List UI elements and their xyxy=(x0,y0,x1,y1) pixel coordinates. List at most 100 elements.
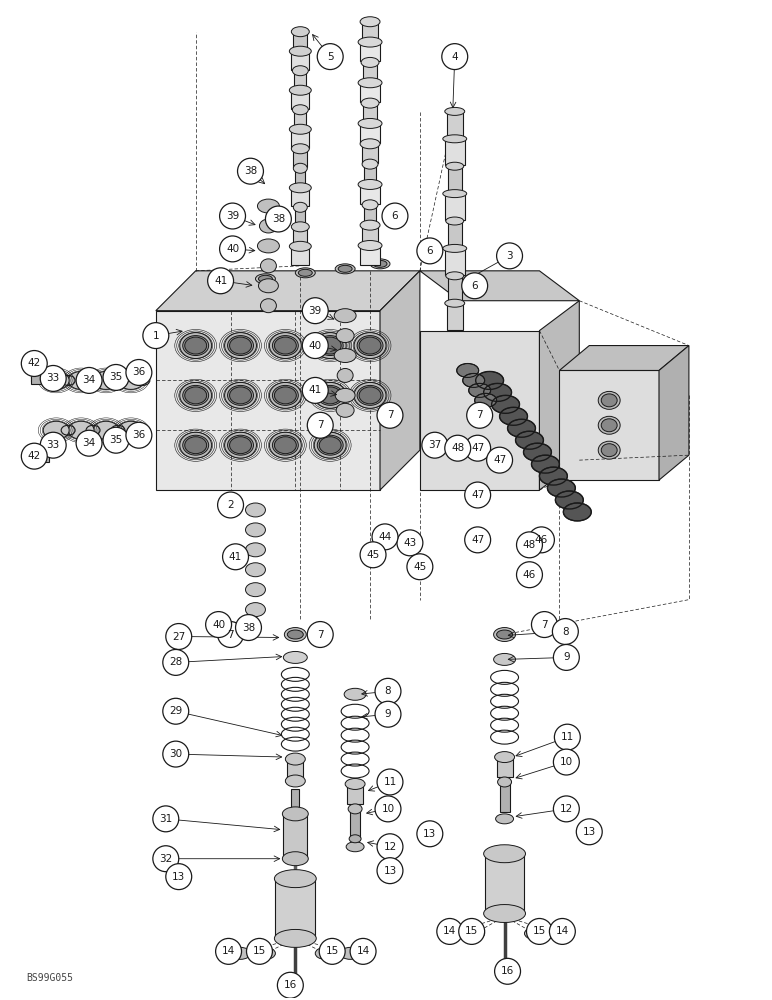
Bar xyxy=(293,227,307,245)
Circle shape xyxy=(166,864,191,890)
Ellipse shape xyxy=(523,443,551,461)
Ellipse shape xyxy=(598,416,620,434)
Ellipse shape xyxy=(357,336,383,356)
Polygon shape xyxy=(156,311,380,490)
Ellipse shape xyxy=(370,259,390,269)
Circle shape xyxy=(22,351,47,376)
Ellipse shape xyxy=(291,222,310,232)
Circle shape xyxy=(153,846,179,872)
Ellipse shape xyxy=(320,387,341,404)
Text: 36: 36 xyxy=(132,430,145,440)
Ellipse shape xyxy=(349,835,361,843)
Text: 14: 14 xyxy=(222,946,235,956)
Text: 34: 34 xyxy=(83,375,96,385)
Text: 16: 16 xyxy=(501,966,514,976)
Ellipse shape xyxy=(225,382,256,408)
Text: 37: 37 xyxy=(428,440,442,450)
Circle shape xyxy=(465,527,491,553)
Bar xyxy=(32,370,49,384)
Ellipse shape xyxy=(287,630,303,639)
Ellipse shape xyxy=(273,435,298,455)
Ellipse shape xyxy=(225,333,256,359)
Circle shape xyxy=(462,273,488,299)
Circle shape xyxy=(577,819,602,845)
Text: 15: 15 xyxy=(326,946,339,956)
Ellipse shape xyxy=(358,241,382,250)
Text: 30: 30 xyxy=(169,749,182,759)
Ellipse shape xyxy=(180,432,212,458)
Ellipse shape xyxy=(283,651,307,663)
Circle shape xyxy=(350,938,376,964)
Text: 40: 40 xyxy=(309,341,322,351)
Ellipse shape xyxy=(362,159,378,169)
Text: 8: 8 xyxy=(384,686,391,696)
Bar xyxy=(485,854,524,914)
Ellipse shape xyxy=(283,852,308,866)
Circle shape xyxy=(238,158,263,184)
Ellipse shape xyxy=(214,282,228,289)
Circle shape xyxy=(377,834,403,860)
Ellipse shape xyxy=(273,385,298,405)
Circle shape xyxy=(277,972,303,998)
Ellipse shape xyxy=(286,775,305,787)
Text: BS99G055: BS99G055 xyxy=(26,973,73,983)
Text: 32: 32 xyxy=(159,854,172,864)
Text: 11: 11 xyxy=(384,777,397,787)
Ellipse shape xyxy=(269,333,301,359)
Ellipse shape xyxy=(43,371,69,389)
Text: 10: 10 xyxy=(381,804,394,814)
Text: 47: 47 xyxy=(471,443,484,453)
Ellipse shape xyxy=(269,382,301,408)
Ellipse shape xyxy=(269,432,301,458)
Ellipse shape xyxy=(358,78,382,88)
Ellipse shape xyxy=(345,778,365,789)
Ellipse shape xyxy=(274,929,317,947)
Bar xyxy=(291,246,310,265)
Ellipse shape xyxy=(336,329,354,343)
Ellipse shape xyxy=(524,927,544,939)
Text: 10: 10 xyxy=(560,757,573,767)
Text: 35: 35 xyxy=(110,435,123,445)
Ellipse shape xyxy=(469,383,491,397)
Bar xyxy=(291,51,310,70)
Circle shape xyxy=(143,323,169,349)
Ellipse shape xyxy=(445,162,464,170)
Ellipse shape xyxy=(373,260,387,267)
Circle shape xyxy=(407,554,433,580)
Ellipse shape xyxy=(185,437,207,454)
Text: 14: 14 xyxy=(357,946,370,956)
Ellipse shape xyxy=(598,441,620,459)
Ellipse shape xyxy=(483,845,526,863)
Circle shape xyxy=(215,938,242,964)
Ellipse shape xyxy=(293,202,307,212)
Circle shape xyxy=(22,443,47,469)
Circle shape xyxy=(377,858,403,884)
Bar xyxy=(363,62,377,82)
Ellipse shape xyxy=(445,217,464,225)
Ellipse shape xyxy=(228,435,253,455)
Text: 39: 39 xyxy=(309,306,322,316)
Bar xyxy=(445,248,465,275)
Ellipse shape xyxy=(180,382,212,408)
Bar xyxy=(448,276,462,302)
Ellipse shape xyxy=(228,385,253,405)
Ellipse shape xyxy=(229,437,252,454)
Ellipse shape xyxy=(290,183,311,193)
Text: 12: 12 xyxy=(560,804,573,814)
Circle shape xyxy=(219,236,245,262)
Polygon shape xyxy=(659,346,689,480)
Ellipse shape xyxy=(348,804,362,814)
Ellipse shape xyxy=(231,947,250,959)
Ellipse shape xyxy=(293,66,308,76)
Ellipse shape xyxy=(43,421,69,439)
Ellipse shape xyxy=(359,337,381,354)
Text: 31: 31 xyxy=(159,814,172,824)
Circle shape xyxy=(554,644,579,670)
Text: 3: 3 xyxy=(506,251,513,261)
Ellipse shape xyxy=(334,349,356,362)
Ellipse shape xyxy=(317,435,344,455)
Text: 6: 6 xyxy=(472,281,478,291)
Text: 15: 15 xyxy=(533,926,546,936)
Ellipse shape xyxy=(228,336,253,356)
Ellipse shape xyxy=(293,105,308,115)
